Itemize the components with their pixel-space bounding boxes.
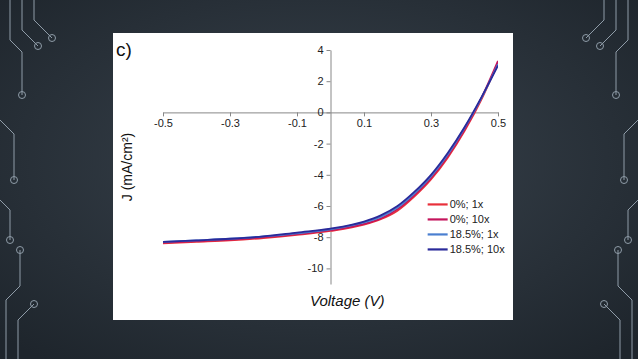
decoration	[0, 0, 638, 359]
y-axis: 420-2-4-6-8-10	[308, 44, 331, 284]
legend-swatch	[428, 248, 448, 250]
y-tick-label: -2	[314, 138, 324, 150]
series-line	[163, 62, 498, 243]
x-tick-mark	[498, 112, 499, 116]
circuit-node	[35, 43, 42, 50]
y-tick-label: 2	[317, 75, 323, 87]
circuit-node	[615, 247, 622, 254]
circuit-line	[624, 120, 638, 180]
x-axis: -0.5 -0.3 -0.1 0.1 0.3 0.5	[154, 112, 506, 129]
x-tick-label: 0.3	[424, 117, 439, 129]
circuit-line	[628, 200, 638, 240]
circuit-line	[34, 0, 52, 38]
legend-label: 18.5%; 10x	[450, 243, 506, 255]
x-tick-mark	[364, 112, 365, 116]
series-line	[163, 66, 498, 242]
circuit-node	[7, 237, 14, 244]
y-tick: 0	[317, 106, 330, 118]
y-tick: -6	[314, 200, 331, 212]
y-tick-label: -6	[314, 200, 324, 212]
y-tick-label: -4	[314, 169, 324, 181]
plot-area	[163, 61, 498, 244]
y-tick-label: -10	[308, 262, 324, 274]
y-tick: 2	[317, 75, 330, 87]
x-axis-title: Voltage (V)	[310, 292, 384, 309]
y-tick-mark	[327, 268, 331, 269]
legend: 0%; 1x 0%; 10x 18.5%; 1x 18.5%; 10x	[428, 198, 506, 255]
y-axis-line	[331, 51, 332, 285]
x-tick: -0.1	[288, 112, 307, 129]
y-tick-mark	[327, 206, 331, 207]
x-tick-mark	[163, 112, 164, 116]
series-line	[163, 61, 498, 243]
x-tick: -0.5	[154, 112, 173, 129]
y-tick-label: 0	[317, 106, 323, 118]
y-tick-mark	[327, 50, 331, 51]
y-tick: 4	[317, 44, 330, 56]
x-tick-mark	[230, 112, 231, 116]
x-tick-label: -0.3	[221, 117, 240, 129]
x-tick-label: 0.1	[357, 117, 372, 129]
circuit-node	[613, 92, 620, 99]
y-axis-title: J (mA/cm²)	[119, 133, 135, 201]
legend-label: 0%; 10x	[450, 213, 490, 225]
circuit-node	[601, 301, 608, 308]
circuit-line	[0, 200, 10, 240]
circuit-node	[49, 35, 56, 42]
x-tick: 0.1	[357, 112, 372, 129]
circuit-line	[10, 0, 22, 95]
x-tick-label: -0.1	[288, 117, 307, 129]
series-line	[163, 64, 498, 242]
legend-swatch	[428, 233, 448, 235]
y-tick-mark	[327, 81, 331, 82]
y-tick: -2	[314, 138, 331, 150]
panel-label: c)	[116, 39, 132, 60]
x-tick-label: 0.5	[491, 117, 506, 129]
circuit-line	[600, 0, 616, 46]
y-tick-label: 4	[317, 44, 323, 56]
circuit-node	[19, 92, 26, 99]
y-tick-mark	[327, 175, 331, 176]
legend-label: 0%; 1x	[450, 198, 484, 210]
x-tick: 0.3	[424, 112, 439, 129]
circuit-line	[18, 304, 34, 359]
x-tick-mark	[431, 112, 432, 116]
circuit-line	[22, 0, 38, 46]
circuit-node	[625, 237, 632, 244]
circuit-node	[11, 177, 18, 184]
circuit-line	[616, 0, 628, 95]
circuit-node	[31, 301, 38, 308]
y-tick-mark	[327, 112, 331, 113]
x-tick: -0.3	[221, 112, 240, 129]
background	[0, 0, 638, 359]
legend-swatch	[428, 203, 448, 205]
x-tick-label: -0.5	[154, 117, 173, 129]
slide: -0.5-0.3-0.10.10.30.5420-2-4-6-8-100%; 1…	[0, 0, 638, 359]
circuit-line	[586, 0, 604, 38]
legend-swatch	[428, 218, 448, 220]
y-tick: -10	[308, 262, 331, 274]
y-tick: -4	[314, 169, 331, 181]
circuit-node	[583, 35, 590, 42]
y-tick-mark	[327, 144, 331, 145]
x-tick: 0.5	[491, 112, 506, 129]
circuit-line	[604, 304, 620, 359]
legend-label: 18.5%; 1x	[450, 228, 499, 240]
circuit-node	[597, 43, 604, 50]
circuit-node	[621, 177, 628, 184]
panel	[113, 33, 513, 320]
y-tick-mark	[327, 237, 331, 238]
circuit-line	[0, 120, 14, 180]
circuit-node	[17, 247, 24, 254]
x-tick-mark	[297, 112, 298, 116]
